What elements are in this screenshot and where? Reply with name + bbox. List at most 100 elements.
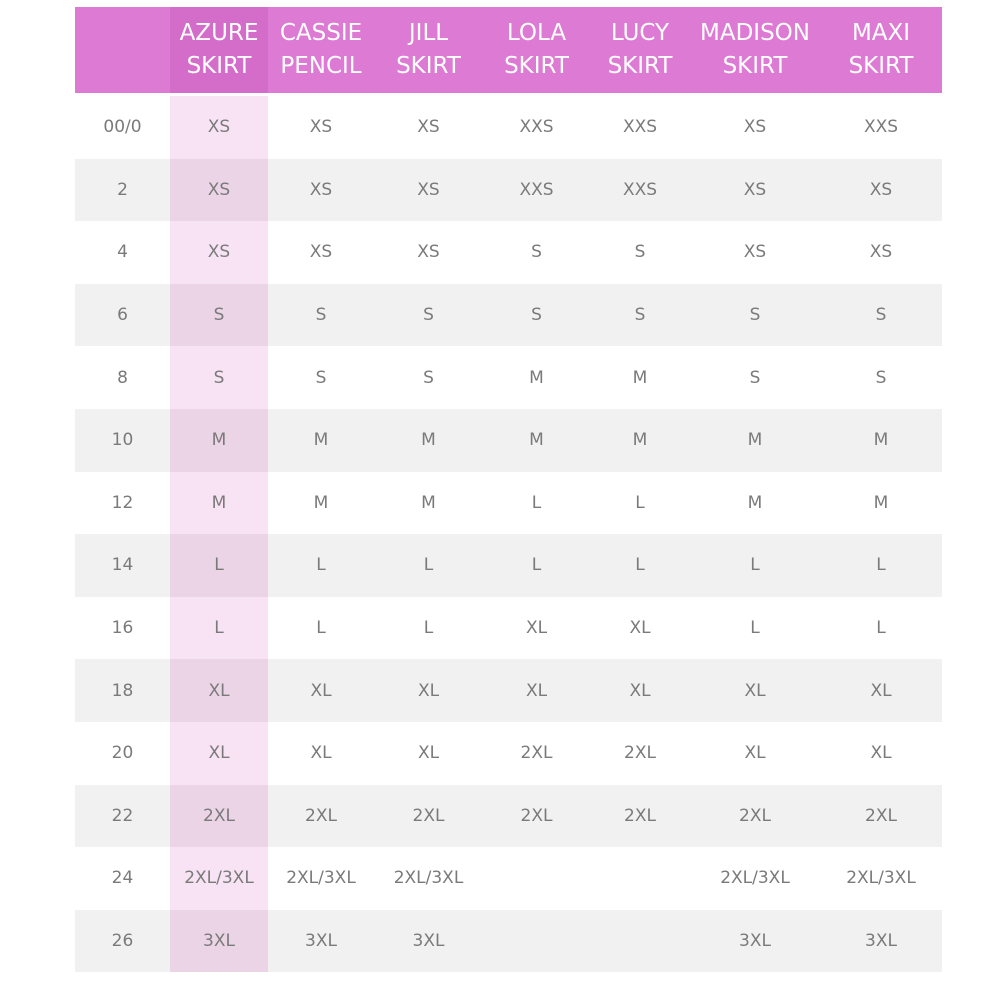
column-highlight bbox=[170, 471, 268, 535]
size-cell: S bbox=[749, 367, 761, 388]
column-highlight bbox=[170, 409, 268, 472]
column-highlight bbox=[170, 659, 268, 722]
size-cell: L bbox=[316, 618, 326, 639]
column-highlight bbox=[170, 596, 268, 660]
size-cell: M bbox=[313, 492, 329, 513]
size-cell: XL bbox=[417, 680, 440, 701]
size-cell: M bbox=[632, 430, 648, 451]
column-header: LUCY SKIRT bbox=[590, 7, 690, 93]
size-cell: XL bbox=[208, 680, 230, 701]
size-cell: 3XL bbox=[305, 931, 337, 952]
size-cell: 2XL bbox=[739, 805, 771, 826]
size-cell: XS bbox=[869, 242, 893, 263]
row-label: 24 bbox=[111, 868, 134, 889]
size-cell: S bbox=[531, 242, 542, 263]
size-cell: XS bbox=[309, 117, 333, 138]
size-cell: S bbox=[423, 305, 434, 326]
size-cell: XS bbox=[207, 179, 231, 200]
header-line: SKIRT bbox=[396, 53, 461, 79]
header-line: SKIRT bbox=[186, 53, 252, 79]
size-cell: S bbox=[634, 305, 646, 326]
size-cell: S bbox=[423, 367, 434, 388]
size-cell: 2XL bbox=[865, 805, 897, 826]
size-cell: 3XL bbox=[739, 931, 771, 952]
size-cell: XS bbox=[207, 117, 231, 138]
size-cell: 2XL/3XL bbox=[720, 868, 790, 889]
size-cell: XS bbox=[207, 242, 231, 263]
column-header: AZURE SKIRT bbox=[170, 7, 268, 93]
size-cell: 2XL bbox=[412, 805, 445, 826]
size-cell: 2XL bbox=[624, 805, 656, 826]
size-cell: 3XL bbox=[865, 931, 897, 952]
size-cell: 2XL/3XL bbox=[286, 868, 356, 889]
size-cell: S bbox=[315, 305, 327, 326]
header-line: AZURE bbox=[179, 20, 259, 46]
size-cell: XS bbox=[743, 179, 767, 200]
size-cell: M bbox=[529, 367, 544, 388]
column-highlight bbox=[170, 847, 268, 910]
column-header: MADISON SKIRT bbox=[690, 7, 820, 93]
size-cell: L bbox=[750, 618, 760, 639]
size-cell: L bbox=[635, 492, 645, 513]
column-header: CASSIE PENCIL bbox=[268, 7, 374, 93]
column-header: MAXI SKIRT bbox=[820, 7, 942, 93]
header-line: SKIRT bbox=[504, 53, 569, 79]
row-label: 4 bbox=[117, 242, 128, 263]
header-line: CASSIE bbox=[279, 20, 363, 46]
size-cell: XL bbox=[208, 743, 230, 764]
size-cell: 3XL bbox=[412, 931, 445, 952]
header-line: MAXI bbox=[851, 20, 911, 46]
size-cell: XXS bbox=[519, 179, 554, 200]
size-cell: XS bbox=[417, 179, 440, 200]
size-cell: 2XL/3XL bbox=[846, 868, 916, 889]
size-cell: L bbox=[876, 555, 886, 576]
header-line: SKIRT bbox=[722, 53, 788, 79]
size-cell: M bbox=[529, 430, 544, 451]
size-cell: XXS bbox=[622, 117, 658, 138]
size-cell: XS bbox=[309, 242, 333, 263]
column-highlight bbox=[170, 96, 268, 159]
header-line: LUCY bbox=[610, 20, 670, 46]
size-cell: S bbox=[875, 367, 887, 388]
column-header: JILL SKIRT bbox=[374, 7, 483, 93]
row-label: 6 bbox=[117, 305, 128, 326]
size-cell: XL bbox=[525, 618, 548, 639]
size-cell: XL bbox=[744, 680, 766, 701]
size-cell: L bbox=[423, 555, 434, 576]
size-cell: 2XL bbox=[520, 743, 553, 764]
size-cell: 2XL/3XL bbox=[184, 868, 254, 889]
row-label: 14 bbox=[111, 555, 134, 576]
size-cell: 2XL/3XL bbox=[393, 868, 464, 889]
size-cell: S bbox=[213, 305, 225, 326]
size-cell: XS bbox=[743, 242, 767, 263]
header-highlight bbox=[170, 7, 268, 93]
row-label: 10 bbox=[111, 430, 134, 451]
size-cell: XL bbox=[417, 743, 440, 764]
column-header: LOLA SKIRT bbox=[483, 7, 590, 93]
size-cell: XS bbox=[743, 117, 767, 138]
header-line: MADISON bbox=[700, 20, 810, 46]
size-cell: XL bbox=[310, 680, 332, 701]
size-cell: XS bbox=[309, 179, 333, 200]
header-line: SKIRT bbox=[607, 53, 673, 79]
size-cell: 2XL bbox=[624, 743, 656, 764]
size-cell: M bbox=[873, 492, 889, 513]
size-cell: XL bbox=[629, 680, 651, 701]
row-label: 2 bbox=[117, 179, 128, 200]
row-label: 22 bbox=[111, 805, 134, 826]
size-cell: 2XL bbox=[305, 805, 337, 826]
size-cell: XXS bbox=[519, 117, 554, 138]
size-cell: M bbox=[211, 492, 227, 513]
size-cell: XXS bbox=[863, 117, 899, 138]
size-cell: 2XL bbox=[203, 805, 235, 826]
size-cell: S bbox=[213, 367, 225, 388]
row-label: 12 bbox=[111, 492, 134, 513]
column-highlight bbox=[170, 346, 268, 409]
column-highlight bbox=[170, 722, 268, 785]
size-cell: XS bbox=[417, 242, 440, 263]
size-cell: XL bbox=[310, 743, 332, 764]
row-label: 18 bbox=[111, 680, 134, 701]
row-label: 16 bbox=[111, 618, 134, 639]
size-cell: XL bbox=[744, 743, 766, 764]
size-cell: XL bbox=[525, 680, 548, 701]
